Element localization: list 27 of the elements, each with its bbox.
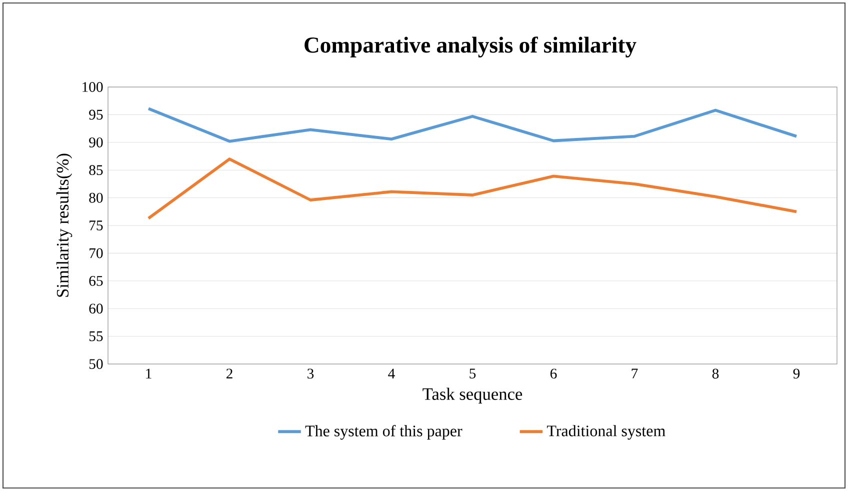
x-tick-label: 4 [388,368,395,378]
y-tick-label: 100 [82,82,103,92]
legend-label: The system of this paper [305,424,462,440]
y-tick-label: 70 [90,248,103,258]
line-series [147,107,798,143]
y-tick-label: 75 [90,220,103,230]
x-tick-label: 6 [550,368,557,379]
y-tick-label: 50 [89,359,103,369]
y-tick-label: 60 [89,304,103,314]
legend-label: Traditional system [546,425,666,440]
x-tick-label: 1 [146,368,152,378]
chart-title: Comparative analysis of similarity [304,36,636,58]
y-tick-label: 80 [89,192,103,203]
y-tick-label: 85 [89,165,103,176]
x-axis-title: Task sequence [422,388,522,404]
x-tick-label: 5 [470,368,476,378]
y-axis-title: Similarity results(%) [56,154,72,297]
x-tick-label: 3 [308,368,314,379]
line-series [147,158,798,220]
y-tick-label: 65 [89,276,103,286]
x-tick-label: 9 [793,368,800,379]
x-tick-label: 7 [632,368,638,378]
x-tick-label: 2 [226,368,232,378]
y-tick-label: 90 [89,137,103,148]
x-tick-label: 8 [712,368,719,379]
y-tick-label: 95 [89,110,103,120]
y-tick-label: 55 [89,331,103,342]
